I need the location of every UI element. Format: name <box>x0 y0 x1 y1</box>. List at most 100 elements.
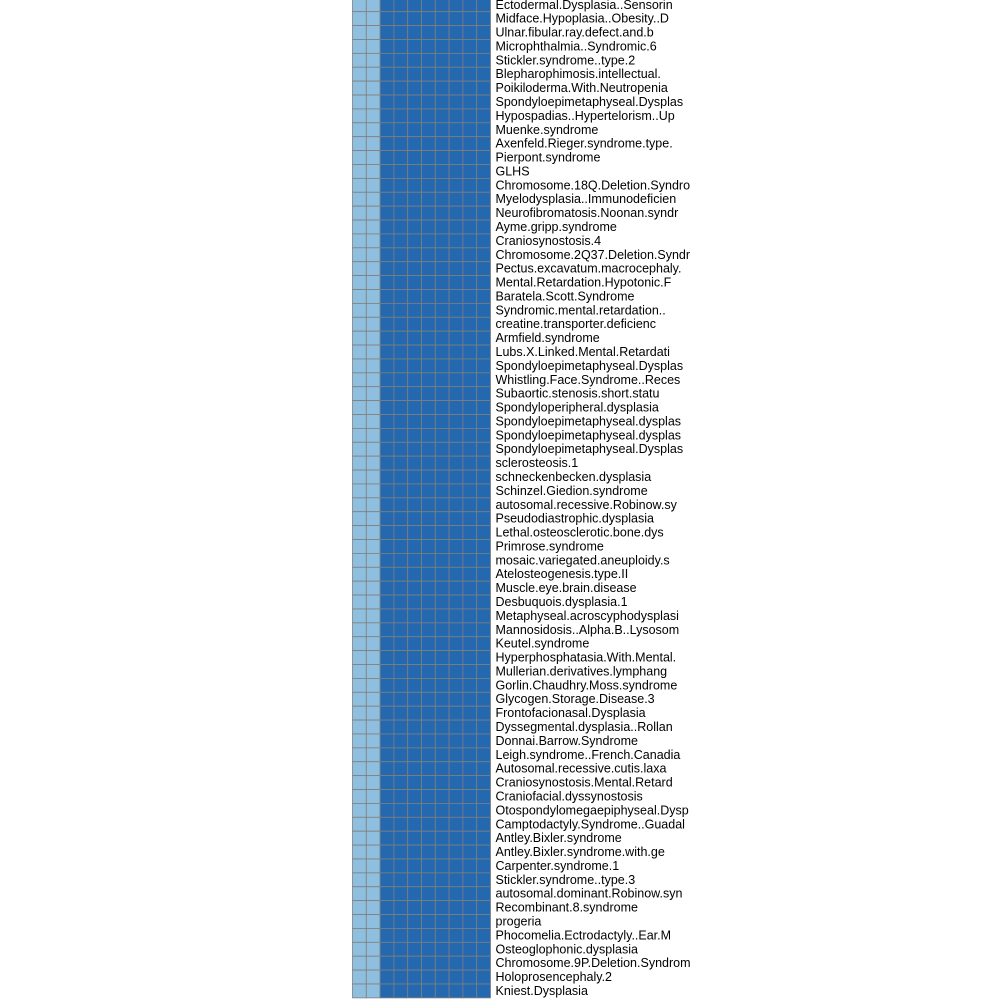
heatmap-cell <box>393 108 409 124</box>
heatmap-cell <box>365 177 381 193</box>
heatmap-cell <box>365 414 381 429</box>
row-label: Subaortic.stenosis.short.statu <box>496 387 660 401</box>
heatmap-cell <box>352 136 367 151</box>
heatmap-cell <box>434 886 450 902</box>
heatmap-cell <box>434 316 450 332</box>
row-label: Pseudodiastrophic.dysplasia <box>496 512 654 526</box>
heatmap-cell <box>421 636 436 652</box>
heatmap-cell <box>434 650 450 665</box>
heatmap-cell <box>365 11 381 26</box>
heatmap-cell <box>379 983 395 999</box>
heatmap-cell <box>476 233 491 249</box>
heatmap-cell <box>448 886 464 902</box>
heatmap-cell <box>379 25 395 40</box>
heatmap-cell <box>448 775 464 790</box>
row-label: Stickler.syndrome..type.3 <box>496 873 636 887</box>
heatmap-cell <box>365 872 381 888</box>
heatmap-cell <box>407 52 422 68</box>
heatmap-cell <box>407 108 422 124</box>
heatmap-cell <box>393 566 409 582</box>
heatmap-cell <box>476 344 491 360</box>
heatmap-cell <box>393 497 409 513</box>
heatmap-cell <box>421 803 436 818</box>
heatmap-cell <box>476 247 491 263</box>
heatmap-cell <box>476 469 491 485</box>
heatmap-cell <box>379 705 395 721</box>
heatmap-cell <box>448 302 464 318</box>
heatmap-cell <box>365 775 381 790</box>
heatmap-cell <box>434 622 450 638</box>
heatmap-cell <box>476 525 491 540</box>
heatmap-cell <box>462 122 478 138</box>
heatmap-cell <box>434 11 450 26</box>
heatmap-cell <box>476 261 491 276</box>
heatmap-cell <box>393 400 409 415</box>
heatmap-cell <box>448 664 464 679</box>
heatmap-cell <box>448 914 464 929</box>
row-label: Spondyloepimetaphyseal.Dysplas <box>496 95 684 109</box>
heatmap-cell <box>462 302 478 318</box>
heatmap-cell <box>352 566 367 582</box>
heatmap-cell <box>421 816 436 832</box>
heatmap-cell <box>365 52 381 68</box>
heatmap-cell <box>407 803 422 818</box>
heatmap-cell <box>434 372 450 388</box>
heatmap-cell <box>462 247 478 263</box>
heatmap-cell <box>379 441 395 457</box>
heatmap-cell <box>393 525 409 540</box>
heatmap-cell <box>434 25 450 40</box>
heatmap-cell <box>352 261 367 276</box>
row-label: Chromosome.2Q37.Deletion.Syndr <box>496 248 691 262</box>
heatmap-cell <box>352 900 367 915</box>
heatmap-cell <box>393 80 409 96</box>
heatmap-cell <box>379 330 395 346</box>
heatmap-cell <box>448 66 464 82</box>
heatmap-cell <box>476 650 491 665</box>
heatmap-cell <box>448 441 464 457</box>
heatmap-cell <box>393 886 409 902</box>
heatmap-cell <box>462 789 478 804</box>
heatmap-cell <box>365 316 381 332</box>
heatmap-cell <box>448 733 464 749</box>
row-label: Hypospadias..Hypertelorism..Up <box>496 109 675 123</box>
heatmap-cell <box>379 191 395 207</box>
heatmap-cell <box>448 358 464 374</box>
heatmap-cell <box>434 789 450 804</box>
heatmap-cell <box>434 39 450 54</box>
heatmap-cell <box>365 122 381 138</box>
heatmap-cell <box>448 330 464 346</box>
heatmap-cell <box>448 52 464 68</box>
heatmap-cell <box>365 150 381 165</box>
heatmap-cell <box>352 497 367 513</box>
heatmap-cell <box>379 66 395 82</box>
heatmap-cell <box>365 983 381 999</box>
heatmap-cell <box>407 914 422 929</box>
heatmap-cell <box>448 39 464 54</box>
heatmap-cell <box>352 608 367 624</box>
heatmap-cell <box>393 719 409 735</box>
heatmap-cell <box>352 886 367 902</box>
heatmap-cell <box>462 553 478 568</box>
heatmap-cell <box>379 664 395 679</box>
heatmap-cell <box>421 344 436 360</box>
heatmap-cell <box>379 539 395 554</box>
heatmap-cell <box>476 400 491 415</box>
heatmap-cell <box>393 372 409 388</box>
heatmap-cell <box>434 691 450 707</box>
heatmap-cell <box>434 219 450 235</box>
heatmap-cell <box>448 941 464 957</box>
heatmap-cell <box>407 261 422 276</box>
heatmap-cell <box>448 247 464 263</box>
heatmap-cell <box>421 650 436 665</box>
row-label: Blepharophimosis.intellectual. <box>496 67 661 81</box>
heatmap-cell <box>421 566 436 582</box>
heatmap-cell <box>365 816 381 832</box>
heatmap-cell <box>462 25 478 40</box>
heatmap-cell <box>352 191 367 207</box>
heatmap-cell <box>434 914 450 929</box>
heatmap-cell <box>407 122 422 138</box>
heatmap-cell <box>352 650 367 665</box>
heatmap-cell <box>462 816 478 832</box>
heatmap-cell <box>365 525 381 540</box>
heatmap-cell <box>476 372 491 388</box>
